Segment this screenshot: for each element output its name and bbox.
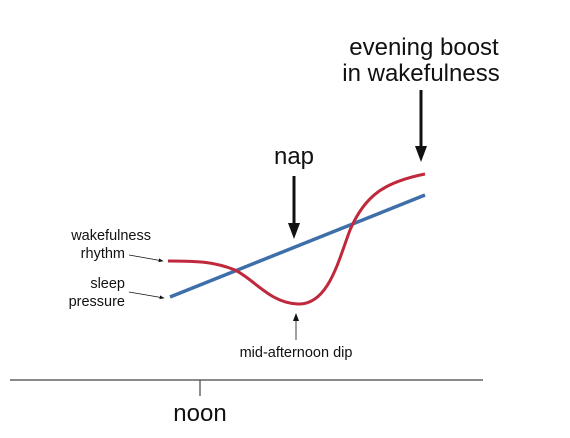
down-arrow-icon — [415, 90, 427, 162]
up-arrow-icon — [293, 313, 299, 340]
wakefulness-rhythm-label-line2: rhythm — [81, 246, 125, 262]
pointer-arrow-icon — [128, 291, 165, 300]
pointer-arrow-icon — [128, 254, 164, 263]
evening-boost-label-line1: evening boost — [349, 34, 499, 61]
sleep-pressure-label-line1: sleep — [90, 276, 125, 292]
sleep-pressure-line — [169, 193, 426, 299]
evening-boost-label-line2: in wakefulness — [342, 60, 499, 87]
nap-label: nap — [274, 143, 314, 170]
noon-label: noon — [173, 400, 226, 427]
sleep-pressure-label-line2: pressure — [69, 294, 125, 310]
down-arrow-icon — [288, 176, 300, 239]
wakefulness-rhythm-label-line1: wakefulness — [70, 228, 151, 244]
mid-afternoon-dip-label: mid-afternoon dip — [240, 345, 353, 361]
wakefulness-rhythm-curve — [167, 172, 426, 306]
